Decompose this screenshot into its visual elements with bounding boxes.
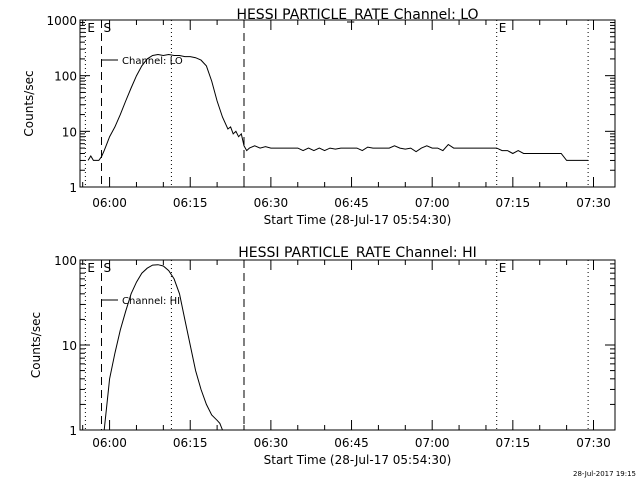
x-tick-label: 06:45 <box>334 436 369 450</box>
y-axis-label: Counts/sec <box>29 312 43 378</box>
y-tick-label: 1 <box>69 181 77 195</box>
y-tick-label: 10 <box>62 125 77 139</box>
series-line <box>87 53 589 161</box>
chart-panel-hi: HESSI PARTICLE_RATE Channel: HI 06:00 06:1… <box>0 240 640 480</box>
x-tick-label: 06:00 <box>92 196 127 210</box>
x-axis-label: Start Time (28-Jul-17 05:54:30) <box>264 213 452 227</box>
series-line <box>103 264 223 431</box>
plot-frame <box>79 19 616 188</box>
plot-timestamp: 28-Jul-2017 19:15 <box>573 470 636 478</box>
y-tick-label: 1000 <box>46 14 77 28</box>
x-tick-label: 07:30 <box>576 436 611 450</box>
x-axis-label: Start Time (28-Jul-17 05:54:30) <box>264 453 452 467</box>
event-marker-label: E <box>87 21 95 35</box>
x-tick-label: 07:00 <box>415 196 450 210</box>
chart-panel-lo-background <box>0 0 640 240</box>
x-tick-label: 06:15 <box>173 196 208 210</box>
x-tick-label: 06:45 <box>334 196 369 210</box>
chart-title: HESSI PARTICLE_RATE Channel: HI <box>238 245 476 261</box>
chart-panel-lo: HESSI PARTICLE_RATE Channel: LO 06:00 06:1… <box>0 0 640 240</box>
chart-panel-hi-background <box>0 240 640 480</box>
x-tick-label: 06:30 <box>254 436 289 450</box>
x-tick-label: 07:15 <box>496 196 531 210</box>
event-marker-label: E <box>87 261 95 275</box>
x-tick-label: 06:00 <box>92 436 127 450</box>
y-tick-label: 10 <box>62 339 77 353</box>
y-tick-label: 1 <box>69 424 77 438</box>
legend-label: Channel: LO <box>122 56 183 67</box>
x-tick-label: 07:30 <box>576 196 611 210</box>
y-tick-label: 100 <box>54 254 77 268</box>
y-tick-label: 100 <box>54 70 77 84</box>
event-marker-label: E <box>499 261 507 275</box>
chart-title: HESSI PARTICLE_RATE Channel: LO <box>236 7 478 23</box>
x-tick-label: 07:00 <box>415 436 450 450</box>
event-marker-label: S <box>104 261 112 275</box>
y-axis-label: Counts/sec <box>22 70 36 136</box>
x-tick-label: 07:15 <box>496 436 531 450</box>
legend-label: Channel: HI <box>122 296 180 307</box>
x-tick-label: 06:15 <box>173 436 208 450</box>
event-marker-label: S <box>104 21 112 35</box>
event-marker-label: E <box>499 21 507 35</box>
x-tick-label: 06:30 <box>254 196 289 210</box>
